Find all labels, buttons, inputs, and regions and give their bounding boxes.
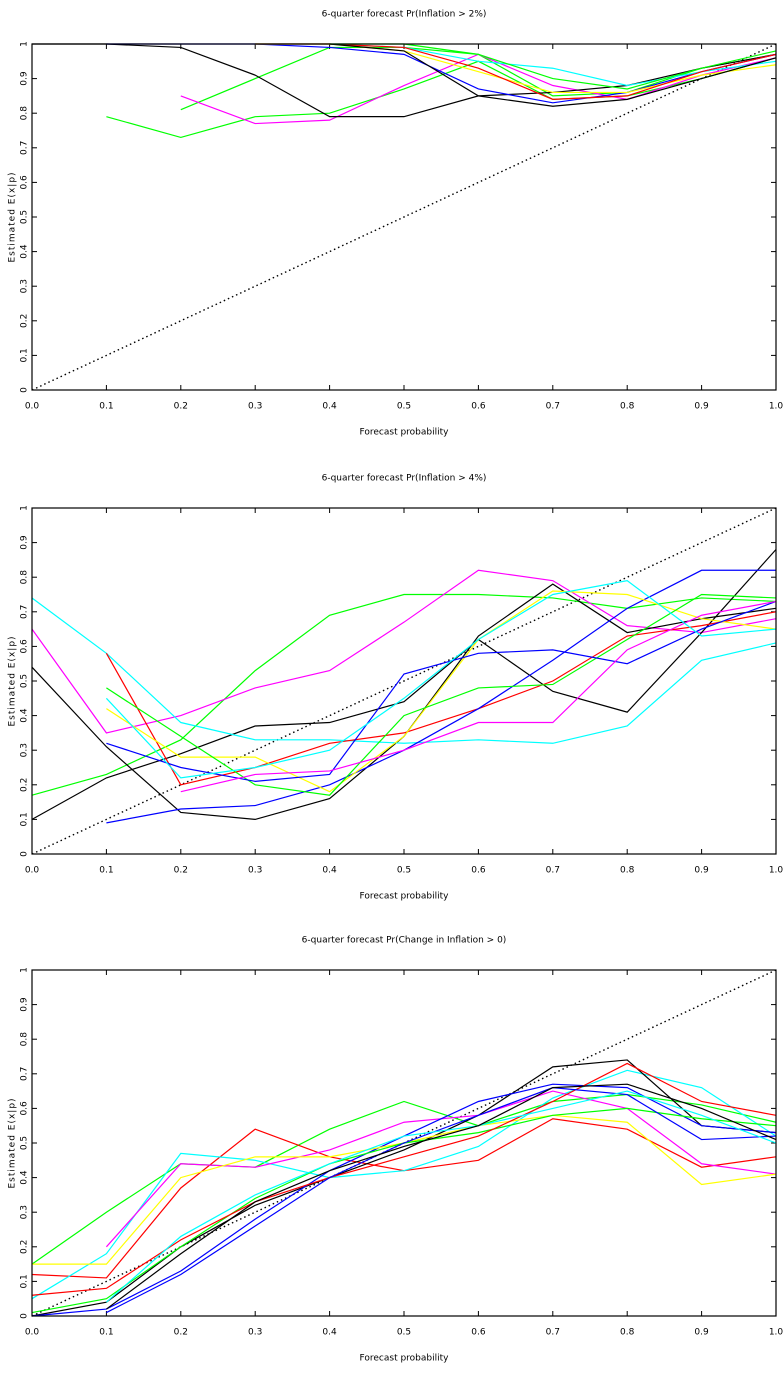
series-line: [32, 598, 776, 743]
x-tick-label: 0.5: [397, 402, 411, 412]
x-tick-label: 0.5: [397, 1328, 411, 1338]
x-tick-label: 0.6: [471, 1328, 486, 1338]
y-tick-label: 0.1: [20, 348, 30, 362]
x-tick-label: 0.2: [174, 866, 188, 876]
y-tick-label: 0.4: [20, 708, 30, 723]
y-tick-label: 0: [20, 387, 30, 393]
x-tick-label: 0.0: [25, 866, 40, 876]
series-line: [106, 595, 776, 796]
y-tick-label: 0.4: [20, 1170, 30, 1185]
y-tick-label: 0.6: [20, 175, 30, 190]
series-line: [106, 591, 776, 792]
y-tick-label: 0.9: [20, 535, 30, 550]
y-tick-label: 0.2: [20, 314, 30, 328]
series-line: [106, 1091, 776, 1302]
x-tick-label: 0.8: [620, 1328, 635, 1338]
y-tick-label: 0.8: [20, 106, 30, 121]
x-tick-label: 1.0: [769, 402, 783, 412]
y-tick-label: 0.8: [20, 570, 30, 585]
chart-title: 6-quarter forecast Pr(Change in Inflatio…: [302, 936, 507, 946]
series-line: [32, 1095, 776, 1265]
x-tick-label: 0.5: [397, 866, 411, 876]
series-line: [106, 1091, 776, 1247]
y-tick-label: 0.3: [20, 279, 30, 293]
x-tick-label: 1.0: [769, 1328, 783, 1338]
x-tick-label: 0.3: [248, 866, 262, 876]
series-line: [106, 1088, 776, 1313]
x-tick-label: 0.7: [546, 1328, 560, 1338]
chart-title: 6-quarter forecast Pr(Inflation > 2%): [322, 10, 487, 20]
y-tick-label: 0.2: [20, 1240, 30, 1254]
x-tick-label: 0.8: [620, 866, 635, 876]
x-tick-label: 0.3: [248, 1328, 262, 1338]
series-line: [255, 44, 776, 99]
y-tick-label: 0.7: [20, 1067, 30, 1081]
y-axis-label: Estimated E(x|p): [8, 635, 18, 726]
y-tick-label: 0.2: [20, 778, 30, 792]
y-axis-label: Estimated E(x|p): [8, 1097, 18, 1188]
y-tick-label: 1: [20, 41, 30, 47]
x-tick-label: 0.6: [471, 402, 486, 412]
y-tick-label: 0.3: [20, 743, 30, 757]
x-tick-label: 0.7: [546, 402, 560, 412]
y-tick-label: 1: [20, 967, 30, 973]
y-tick-label: 0.7: [20, 605, 30, 619]
chart-title: 6-quarter forecast Pr(Inflation > 4%): [322, 474, 487, 484]
y-tick-label: 0: [20, 851, 30, 857]
x-tick-label: 0.4: [322, 402, 337, 412]
x-axis-label: Forecast probability: [360, 892, 450, 902]
reference-diagonal: [32, 508, 776, 854]
x-tick-label: 0.3: [248, 402, 262, 412]
y-tick-label: 0.5: [20, 674, 30, 688]
y-tick-label: 0.4: [20, 244, 30, 259]
x-tick-label: 0.0: [25, 402, 40, 412]
x-tick-label: 0.4: [322, 866, 337, 876]
series-line: [32, 1063, 776, 1295]
x-tick-label: 1.0: [769, 866, 783, 876]
y-tick-label: 0.8: [20, 1032, 30, 1047]
x-tick-label: 0.2: [174, 402, 188, 412]
y-tick-label: 0.9: [20, 71, 30, 86]
x-tick-label: 0.9: [694, 866, 709, 876]
y-tick-label: 0.6: [20, 1101, 30, 1116]
series-line: [106, 601, 776, 781]
x-tick-label: 0.0: [25, 1328, 40, 1338]
series-line: [106, 612, 776, 785]
subplot: 6-quarter forecast Pr(Inflation > 4%) For…: [8, 474, 783, 902]
y-tick-label: 0.9: [20, 997, 30, 1012]
x-tick-label: 0.1: [99, 1328, 113, 1338]
y-tick-label: 0.7: [20, 141, 30, 155]
series-line: [32, 1115, 776, 1264]
x-tick-label: 0.1: [99, 866, 113, 876]
y-tick-label: 0.1: [20, 1274, 30, 1288]
y-axis-label: Estimated E(x|p): [8, 171, 18, 262]
x-tick-label: 0.9: [694, 1328, 709, 1338]
series-line: [255, 44, 776, 92]
series-line: [106, 570, 776, 823]
subplot: 6-quarter forecast Pr(Change in Inflatio…: [8, 936, 783, 1364]
y-tick-label: 0: [20, 1313, 30, 1319]
x-axis-label: Forecast probability: [360, 1354, 450, 1364]
x-tick-label: 0.8: [620, 402, 635, 412]
x-tick-label: 0.2: [174, 1328, 188, 1338]
series-line: [32, 595, 776, 796]
y-tick-label: 0.5: [20, 210, 30, 224]
x-tick-label: 0.7: [546, 866, 560, 876]
x-tick-label: 0.1: [99, 402, 113, 412]
y-tick-label: 0.5: [20, 1136, 30, 1150]
x-tick-label: 0.6: [471, 866, 486, 876]
y-tick-label: 0.3: [20, 1205, 30, 1219]
x-tick-label: 0.4: [322, 1328, 337, 1338]
subplot: 6-quarter forecast Pr(Inflation > 2%) For…: [8, 10, 783, 438]
y-tick-label: 0.6: [20, 639, 30, 654]
reference-diagonal: [32, 44, 776, 390]
series-line: [106, 1084, 776, 1309]
x-tick-label: 0.9: [694, 402, 709, 412]
x-axis-label: Forecast probability: [360, 428, 450, 438]
y-tick-label: 0.1: [20, 812, 30, 826]
y-tick-label: 1: [20, 505, 30, 511]
